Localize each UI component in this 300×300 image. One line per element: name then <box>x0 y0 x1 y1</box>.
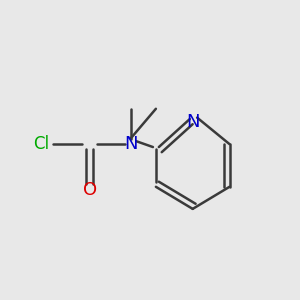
Text: N: N <box>186 113 200 131</box>
Text: O: O <box>82 181 97 199</box>
Text: N: N <box>124 135 138 153</box>
Text: Cl: Cl <box>33 135 49 153</box>
